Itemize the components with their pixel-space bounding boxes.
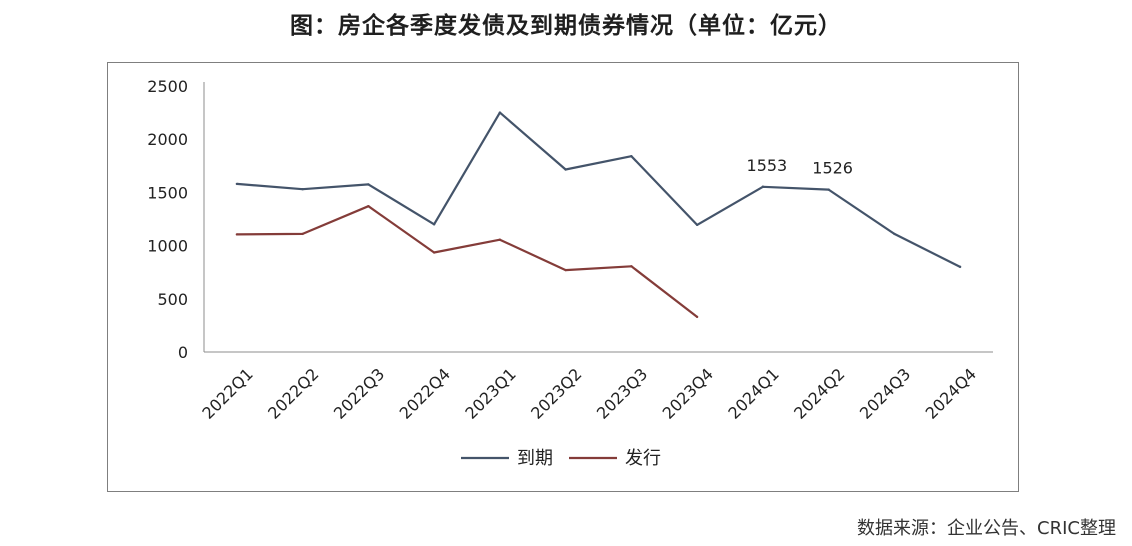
data-point [301,232,304,236]
data-point [761,185,765,188]
data-label: 1526 [812,159,853,178]
data-point [235,233,239,236]
y-tick-label: 1500 [147,183,188,202]
legend-label: 到期 [517,448,553,469]
series-line-issuance [236,205,698,318]
y-tick-label: 2500 [147,77,188,96]
data-point [630,265,633,268]
series-line-maturity [236,111,961,268]
x-tick-label: 2024Q1 [724,364,782,422]
x-tick-label: 2022Q3 [330,364,388,422]
data-point [235,182,239,186]
data-label: 1553 [747,156,788,175]
data-point [498,111,502,114]
y-tick-label: 500 [157,290,188,309]
x-tick-label: 2023Q4 [659,364,717,422]
data-point [564,268,567,272]
x-tick-label: 2024Q2 [790,364,848,422]
data-point [367,205,370,208]
x-tick-label: 2022Q1 [198,364,256,422]
data-point [564,168,567,171]
x-tick-label: 2023Q2 [527,364,585,422]
data-source-note: 数据来源：企业公告、CRIC整理 [857,518,1116,539]
data-point [432,223,436,226]
x-tick-label: 2024Q4 [922,364,980,422]
y-tick-label: 1000 [147,237,188,256]
data-point [367,183,370,186]
data-point [301,188,304,191]
chart-frame: 0 500 1000 1500 2000 2500 2022Q1 2022Q2 2022Q3 20… [107,62,1019,492]
data-point [893,232,896,236]
x-tick-label: 2023Q1 [461,364,519,422]
data-point [630,155,633,158]
data-point [695,223,699,227]
y-tick-label: 2000 [147,130,188,149]
x-tick-label: 2023Q3 [593,364,651,422]
data-point [827,188,830,191]
data-point [432,251,436,254]
data-point [695,315,699,319]
data-point [498,238,502,241]
x-tick-label: 2024Q3 [856,364,914,422]
legend-label: 发行 [625,448,661,469]
chart-title: 图：房企各季度发债及到期债券情况（单位：亿元） [290,13,842,39]
y-tick-label: 0 [178,343,188,362]
data-point [958,265,962,269]
x-tick-label: 2022Q4 [396,364,454,422]
x-tick-label: 2022Q2 [264,364,322,422]
